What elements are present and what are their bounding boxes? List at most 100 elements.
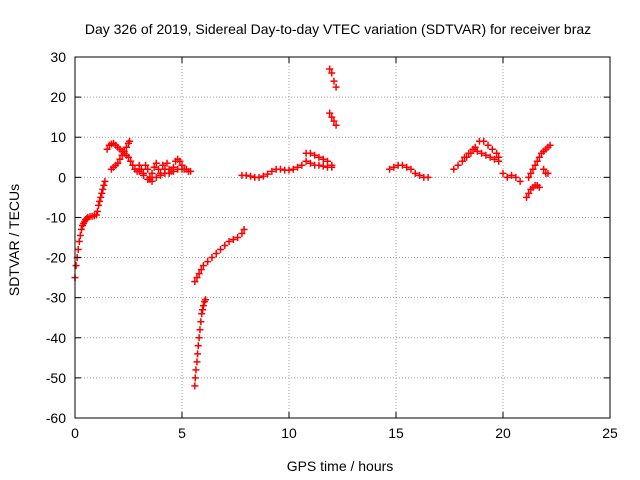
data-point: [74, 246, 82, 254]
data-point: [192, 366, 200, 374]
axes: 0 5 10 15 20 25 -60 -50 -40 -30 -20 -10 0 10 20 30: [46, 49, 618, 441]
data-point: [194, 350, 202, 358]
y-tick-label: -30: [46, 290, 66, 306]
data-point: [482, 151, 490, 159]
data-point: [199, 262, 207, 270]
data-point: [197, 318, 205, 326]
series-flat-8: [238, 161, 306, 181]
data-point: [198, 310, 206, 318]
data-point: [503, 173, 511, 181]
data-point: [98, 189, 106, 197]
data-point: [315, 161, 323, 169]
data-point: [416, 171, 424, 179]
data-point: [328, 163, 336, 171]
x-axis-label: GPS time / hours: [287, 458, 394, 474]
data-point: [454, 161, 462, 169]
data-point: [488, 145, 496, 153]
data-point: [324, 157, 332, 165]
data-point: [191, 382, 199, 390]
data-point: [264, 170, 272, 178]
data-point: [126, 137, 134, 145]
data-point: [204, 258, 212, 266]
data-points: [71, 65, 554, 390]
data-point: [298, 161, 306, 169]
data-point: [311, 151, 319, 159]
data-point: [234, 234, 242, 241]
data-point: [225, 238, 233, 246]
data-point: [326, 65, 334, 73]
data-point: [77, 225, 85, 233]
data-point: [255, 173, 263, 181]
series-recovery: [191, 225, 248, 286]
data-point: [259, 172, 267, 180]
data-point: [332, 121, 340, 129]
data-point: [194, 342, 202, 350]
data-point: [268, 167, 276, 175]
data-point: [202, 296, 210, 304]
data-point: [92, 211, 100, 219]
data-point: [450, 165, 458, 173]
data-point: [135, 161, 143, 169]
data-point: [129, 161, 137, 169]
data-point: [191, 374, 199, 382]
data-point: [319, 155, 327, 163]
data-point: [195, 334, 203, 342]
data-point: [169, 167, 177, 175]
data-point: [525, 189, 533, 197]
data-point: [533, 157, 541, 165]
data-point: [493, 149, 501, 157]
data-point: [546, 141, 554, 149]
data-point: [315, 153, 323, 161]
data-point: [100, 181, 108, 189]
series-rise-18b: [460, 145, 503, 165]
grid: [75, 57, 610, 418]
data-point: [276, 165, 284, 173]
data-point: [99, 185, 107, 193]
data-point: [178, 165, 186, 173]
series-arc-11b: [302, 157, 336, 171]
data-point: [125, 153, 132, 161]
y-tick-label: 10: [50, 129, 66, 145]
series-flat-15: [386, 161, 432, 181]
data-point: [424, 173, 432, 181]
data-point: [152, 173, 160, 181]
data-point: [525, 173, 533, 181]
data-point: [407, 165, 415, 173]
data-point: [193, 274, 201, 282]
data-point: [285, 166, 293, 174]
data-point: [242, 171, 250, 179]
series-dip-21: [523, 181, 543, 201]
data-point: [328, 113, 336, 121]
series-ramp-0: [71, 177, 109, 282]
data-point: [238, 229, 246, 237]
data-point: [75, 238, 83, 246]
data-point: [460, 153, 468, 161]
chart-title: Day 326 of 2019, Sidereal Day-to-day VTE…: [85, 21, 591, 37]
data-point: [411, 169, 419, 177]
data-point: [96, 197, 104, 205]
data-point: [118, 151, 126, 159]
data-point: [199, 302, 207, 310]
data-point: [469, 145, 477, 153]
data-point: [195, 270, 203, 278]
data-point: [139, 171, 147, 179]
data-point: [398, 161, 406, 169]
data-point: [473, 147, 481, 155]
data-point: [208, 254, 216, 262]
data-point: [148, 169, 156, 177]
data-point: [319, 162, 327, 170]
data-point: [176, 157, 184, 165]
series-rise-21: [525, 141, 554, 181]
y-tick-label: 0: [58, 169, 66, 185]
data-point: [240, 225, 248, 233]
y-tick-label: -50: [46, 370, 66, 386]
data-point: [144, 175, 152, 183]
data-point: [217, 246, 225, 254]
data-point: [221, 242, 229, 250]
data-point: [508, 171, 516, 179]
series-spike-12b: [326, 109, 340, 129]
data-point: [95, 201, 103, 209]
y-tick-label: -40: [46, 330, 66, 346]
data-point: [103, 145, 111, 153]
data-point: [191, 278, 199, 286]
